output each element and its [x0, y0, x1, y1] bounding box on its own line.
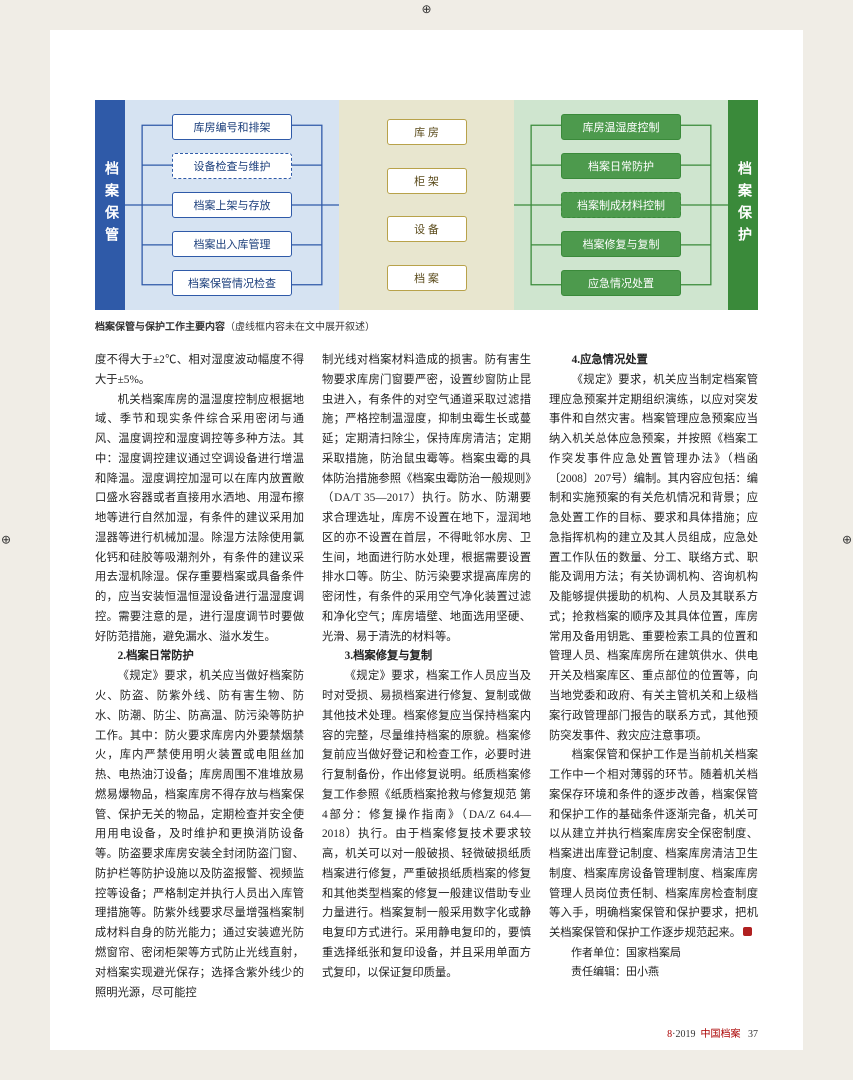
sec-title-2: 2.档案日常防护: [95, 647, 304, 667]
text-column-2: 制光线对档案材料造成的损害。防有害生物要求库房门窗要严密，设置纱窗防止昆虫进入，…: [322, 351, 531, 1003]
right-column: 库房温湿度控制 档案日常防护 档案制成材料控制 档案修复与复制 应急情况处置: [514, 100, 728, 310]
page: 档案保管 档案保护 库房编号和排架 设备检查与维护 档案上架与存放 档案出入库管…: [50, 30, 803, 1050]
left-column: 库房编号和排架 设备检查与维护 档案上架与存放 档案出入库管理 档案保管情况检查: [125, 100, 339, 310]
body-columns: 度不得大于±2℃、相对湿度波动幅度不得大于±5%。 机关档案库房的温湿度控制应根…: [95, 351, 758, 1003]
cropmark-left: ⊕: [1, 533, 11, 548]
caption-bold: 档案保管与保护工作主要内容: [95, 322, 225, 333]
footer: 8·2019 中国档案 37: [667, 1025, 758, 1040]
c3-p1: 《规定》要求，机关应当制定档案管理应急预案并定期组织演练，以应对突发事件和自然灾…: [549, 371, 758, 747]
c2-p1: 制光线对档案材料造成的损害。防有害生物要求库房门窗要严密，设置纱窗防止昆虫进入，…: [322, 351, 531, 647]
box-mid-3: 档 案: [387, 265, 467, 291]
diagram-caption: 档案保管与保护工作主要内容（虚线框内容未在文中展开叙述）: [95, 318, 758, 333]
box-left-3: 档案出入库管理: [172, 231, 292, 257]
left-band: 档案保管: [95, 100, 125, 310]
box-left-4: 档案保管情况检查: [172, 270, 292, 296]
sec-title-3: 3.档案修复与复制: [322, 647, 531, 667]
right-band: 档案保护: [728, 100, 758, 310]
box-right-0: 库房温湿度控制: [561, 114, 681, 140]
author-unit-label: 作者单位：: [571, 947, 626, 959]
sec-title-4: 4.应急情况处置: [549, 351, 758, 371]
author-unit: 国家档案局: [626, 947, 681, 959]
box-mid-2: 设 备: [387, 216, 467, 242]
box-mid-0: 库 房: [387, 119, 467, 145]
c2-p2: 《规定》要求，档案工作人员应当及时对受损、易损档案进行修复、复制或做其他技术处理…: [322, 667, 531, 983]
editor-name: 田小燕: [626, 966, 659, 978]
box-right-3: 档案修复与复制: [561, 231, 681, 257]
c1-p1: 度不得大于±2℃、相对湿度波动幅度不得大于±5%。: [95, 351, 304, 391]
end-mark-icon: [743, 927, 752, 936]
text-column-3: 4.应急情况处置 《规定》要求，机关应当制定档案管理应急预案并定期组织演练，以应…: [549, 351, 758, 1003]
diagram-body: 库房编号和排架 设备检查与维护 档案上架与存放 档案出入库管理 档案保管情况检查…: [125, 100, 728, 310]
diagram: 档案保管 档案保护 库房编号和排架 设备检查与维护 档案上架与存放 档案出入库管…: [95, 100, 758, 310]
cropmark-right: ⊕: [842, 533, 852, 548]
box-left-2: 档案上架与存放: [172, 192, 292, 218]
c3-p2-text: 档案保管和保护工作是当前机关档案工作中一个相对薄弱的环节。随着机关档案保存环境和…: [549, 749, 758, 939]
mid-column: 库 房 柜 架 设 备 档 案: [339, 100, 514, 310]
footer-journal: 中国档案: [701, 1029, 741, 1040]
editor-label: 责任编辑：: [571, 966, 626, 978]
footer-page: 37: [748, 1029, 758, 1040]
box-left-0: 库房编号和排架: [172, 114, 292, 140]
caption-note: （虚线框内容未在文中展开叙述）: [225, 322, 375, 333]
c1-p2: 机关档案库房的温湿度控制应根据地域、季节和现实条件综合采用密闭与通风、温度调控和…: [95, 391, 304, 648]
text-column-1: 度不得大于±2℃、相对湿度波动幅度不得大于±5%。 机关档案库房的温湿度控制应根…: [95, 351, 304, 1003]
cropmark-top: ⊕: [421, 2, 431, 17]
c1-p3: 《规定》要求，机关应当做好档案防火、防盗、防紫外线、防有害生物、防水、防潮、防尘…: [95, 667, 304, 1003]
editor-line: 责任编辑：田小燕: [549, 963, 758, 982]
footer-year: ·2019: [672, 1029, 695, 1040]
box-right-1: 档案日常防护: [561, 153, 681, 179]
box-mid-1: 柜 架: [387, 168, 467, 194]
box-left-1: 设备检查与维护: [172, 153, 292, 179]
c3-p2: 档案保管和保护工作是当前机关档案工作中一个相对薄弱的环节。随着机关档案保存环境和…: [549, 746, 758, 944]
box-right-2: 档案制成材料控制: [561, 192, 681, 218]
author-line: 作者单位：国家档案局: [549, 944, 758, 963]
box-right-4: 应急情况处置: [561, 270, 681, 296]
